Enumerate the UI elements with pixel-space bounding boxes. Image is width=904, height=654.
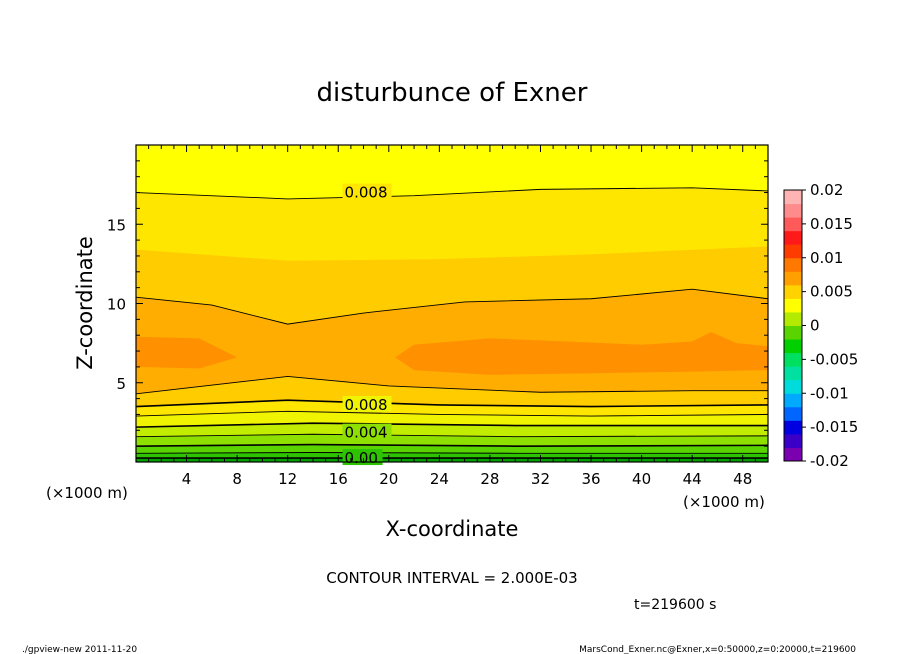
colorbar-segment bbox=[784, 406, 802, 421]
colorbar-tick-labels: 0.02 0.015 0.01 0.005 0 -0.005 -0.01 -0.015 -0.0… bbox=[802, 181, 858, 470]
colorbar-segment bbox=[784, 393, 802, 408]
colorbar-segment bbox=[784, 298, 802, 313]
x-tick-label: 8 bbox=[232, 470, 242, 488]
contour-interval-text: CONTOUR INTERVAL = 2.000E-03 bbox=[326, 569, 577, 587]
y-tick-label: 5 bbox=[116, 375, 126, 393]
x-tick-label: 12 bbox=[278, 470, 297, 488]
colorbar-segment bbox=[784, 325, 802, 340]
colorbar-tick-label: 0 bbox=[810, 317, 820, 335]
x-tick-label: 40 bbox=[632, 470, 651, 488]
colorbar-segment bbox=[784, 352, 802, 367]
contour-label-bg bbox=[342, 395, 392, 412]
contour-label-bg bbox=[342, 183, 392, 200]
y-tick-label: 10 bbox=[107, 296, 126, 314]
x-axis-label: X-coordinate bbox=[386, 517, 519, 541]
colorbar-tick-label: -0.005 bbox=[810, 350, 858, 368]
colorbar-tick-label: 0.015 bbox=[810, 215, 853, 233]
contour-line bbox=[135, 443, 769, 447]
contour-labels: 0.008 0.008 0.004 0.00 bbox=[342, 183, 392, 467]
colorbar-segment bbox=[784, 339, 802, 354]
colorbar-tick-label: -0.015 bbox=[810, 418, 858, 436]
colorbar-segment bbox=[784, 379, 802, 394]
contour-line bbox=[135, 187, 769, 200]
colorbar-tick-label: 0.005 bbox=[810, 283, 853, 301]
colorbar-segment bbox=[784, 311, 802, 326]
colorbar-segment bbox=[784, 366, 802, 381]
x-axis-ticks: 4 8 12 16 20 24 28 32 36 40 44 48 bbox=[148, 145, 756, 488]
colorbar-segment bbox=[784, 230, 802, 245]
colorbar-segment bbox=[784, 190, 802, 205]
contour-label: 0.00 bbox=[345, 449, 378, 467]
time-text: t=219600 s bbox=[634, 597, 716, 613]
x-tick-label: 32 bbox=[531, 470, 550, 488]
x-tick-label: 24 bbox=[430, 470, 449, 488]
contour-label: 0.004 bbox=[345, 424, 388, 442]
colorbar-segment bbox=[784, 257, 802, 272]
x-tick-label: 16 bbox=[329, 470, 348, 488]
y-axis-label: Z-coordinate bbox=[73, 236, 97, 370]
x-tick-label: 20 bbox=[379, 470, 398, 488]
contour-band-core bbox=[395, 332, 768, 375]
contour-line bbox=[135, 433, 769, 438]
contour-line bbox=[135, 375, 768, 395]
contour-line bbox=[135, 452, 768, 454]
colorbar-segment bbox=[784, 447, 802, 462]
colorbar-segment bbox=[784, 284, 802, 299]
y-tick-label: 15 bbox=[107, 216, 126, 234]
colorbar-tick-label: -0.02 bbox=[810, 452, 849, 470]
colorbar-segment bbox=[784, 420, 802, 435]
x-tick-label: 44 bbox=[683, 470, 702, 488]
footer-left: ./gpview-new 2011-11-20 bbox=[22, 645, 137, 654]
contour-label: 0.008 bbox=[345, 396, 388, 414]
contour-line bbox=[135, 399, 769, 408]
contour-label-bg bbox=[342, 449, 383, 466]
contour-band-core bbox=[136, 336, 238, 369]
colorbar-segment bbox=[784, 244, 802, 259]
footer-right: MarsCond_Exner.nc@Exner,x=0:50000,z=0:20… bbox=[579, 645, 856, 654]
colorbar-segment bbox=[784, 203, 802, 218]
colorbar-tick-label: 0.01 bbox=[810, 249, 843, 267]
chart-title: disturbunce of Exner bbox=[317, 78, 588, 108]
colorbar-segment bbox=[784, 217, 802, 232]
contour-label: 0.008 bbox=[345, 184, 388, 202]
colorbar-tick-label: -0.01 bbox=[810, 384, 849, 402]
x-tick-label: 28 bbox=[480, 470, 499, 488]
contour-line bbox=[135, 410, 769, 417]
colorbar-tick-label: 0.02 bbox=[810, 181, 843, 199]
x-tick-label: 48 bbox=[733, 470, 752, 488]
contour-line bbox=[135, 288, 769, 325]
colorbar-segment bbox=[784, 271, 802, 286]
y-axis-ticks: 5 10 15 bbox=[107, 160, 768, 447]
contour-label-bg bbox=[342, 423, 392, 440]
x-tick-label: 4 bbox=[182, 470, 192, 488]
colorbar-segment bbox=[784, 433, 802, 448]
colorbar bbox=[784, 190, 802, 462]
contour-line bbox=[135, 422, 768, 428]
x-unit-right: (×1000 m) bbox=[683, 493, 765, 511]
x-tick-label: 36 bbox=[581, 470, 600, 488]
x-unit-left: (×1000 m) bbox=[46, 484, 128, 502]
